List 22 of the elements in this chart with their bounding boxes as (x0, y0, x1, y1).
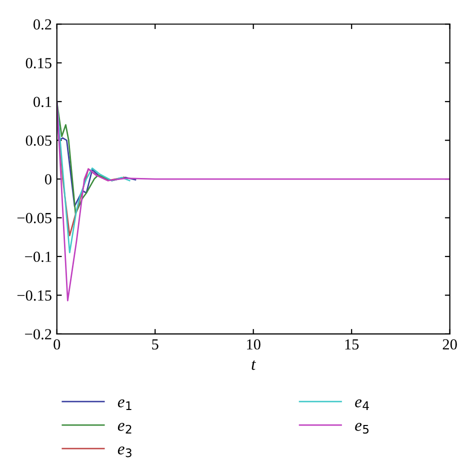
y-tick-label: 0.15 (26, 58, 52, 68)
x-tick-label: 10 (247, 339, 260, 350)
legend-label: e$_{1}$ (118, 399, 132, 410)
legend-label: e$_{2}$ (118, 422, 132, 434)
y-tick-label: 0.1 (34, 96, 52, 108)
y-tick-label: −0.2 (25, 329, 52, 340)
x-axis-title: t (252, 360, 256, 370)
line-series (56, 100, 124, 215)
legend-label: e$_{5}$ (355, 422, 369, 434)
line-series (56, 100, 130, 254)
x-tick-label: 0 (54, 339, 60, 350)
y-tick-label: −0.05 (17, 212, 52, 224)
x-tick-label: 15 (345, 339, 359, 350)
x-tick-label: 5 (152, 339, 158, 350)
legend-label: e$_{4}$ (355, 399, 369, 410)
y-tick-label: −0.15 (17, 290, 52, 301)
y-tick-label: 0.05 (26, 135, 52, 146)
x-tick-label: 20 (442, 339, 457, 350)
legend-label: e$_{3}$ (118, 446, 132, 458)
y-tick-label: 0 (44, 174, 52, 184)
y-tick-label: 0.2 (34, 19, 52, 30)
y-tick-label: −0.1 (25, 252, 52, 262)
